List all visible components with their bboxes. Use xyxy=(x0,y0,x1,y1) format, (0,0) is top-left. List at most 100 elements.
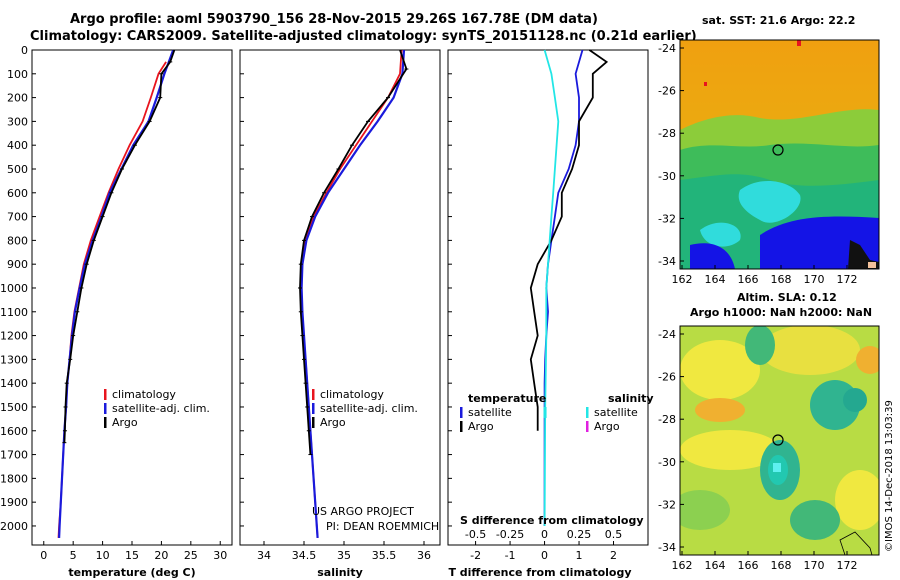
x-tick-label: 34 xyxy=(257,549,271,562)
map-lon-tick-label: 170 xyxy=(804,273,825,286)
legend-swatch xyxy=(543,407,547,418)
x-tick-label: 15 xyxy=(125,549,139,562)
map-lon-tick-label: 172 xyxy=(837,559,858,572)
depth-tick-label: 1900 xyxy=(0,496,28,509)
depth-tick-label: 1000 xyxy=(0,282,28,295)
legend-swatch xyxy=(104,389,107,400)
title-line-1: Argo profile: aoml 5903790_156 28-Nov-20… xyxy=(70,12,598,27)
s-diff-tick-label: -0.25 xyxy=(496,528,524,541)
x-tick-label: 5 xyxy=(70,549,77,562)
map-lon-tick-label: 166 xyxy=(738,559,759,572)
legend-label: satellite xyxy=(594,406,638,419)
series-line-argo xyxy=(63,49,176,443)
s-diff-tick-label: 0 xyxy=(541,528,548,541)
legend-label: satellite xyxy=(468,406,512,419)
depth-tick-label: 800 xyxy=(7,234,28,247)
depth-tick-label: 900 xyxy=(7,258,28,271)
series-line-climatology xyxy=(299,49,403,538)
legend-swatch xyxy=(460,421,463,432)
depth-tick-label: 1700 xyxy=(0,449,28,462)
t-diff-tick-label: 0 xyxy=(541,549,548,562)
s-diff-tick-label: 0.5 xyxy=(605,528,623,541)
title-line-2: Climatology: CARS2009. Satellite-adjuste… xyxy=(30,29,697,44)
depth-tick-label: 1500 xyxy=(0,401,28,414)
map-lon-tick-label: 166 xyxy=(738,273,759,286)
legend-label: satellite-adj. clim. xyxy=(320,402,418,415)
imos-watermark: ©IMOS 14-Dec-2018 13:03:39 xyxy=(884,400,895,552)
series-line-s-satellite xyxy=(543,49,560,527)
legend-swatch xyxy=(312,403,315,414)
sla-argo-marker xyxy=(772,434,784,446)
sst-argo-marker xyxy=(772,144,784,156)
x-axis-label: temperature (deg C) xyxy=(68,566,195,579)
map-lat-tick-label: -28 xyxy=(658,413,676,426)
legend-swatch xyxy=(460,407,463,418)
map-lon-tick-label: 162 xyxy=(672,559,693,572)
s-difference-label: S difference from climatology xyxy=(460,514,644,527)
map-lat-tick-label: -30 xyxy=(658,170,676,183)
depth-tick-label: 0 xyxy=(21,44,28,57)
legend-label: climatology xyxy=(320,388,384,401)
sst-map xyxy=(680,40,879,269)
depth-tick-label: 2000 xyxy=(0,520,28,533)
x-tick-label: 35.5 xyxy=(372,549,397,562)
depth-tick-label: 200 xyxy=(7,92,28,105)
x-tick-label: 25 xyxy=(184,549,198,562)
map-lat-tick-label: -32 xyxy=(658,212,676,225)
legend-swatch xyxy=(104,417,107,428)
map-lon-tick-label: 164 xyxy=(705,559,726,572)
depth-tick-label: 400 xyxy=(7,139,28,152)
depth-tick-label: 300 xyxy=(7,115,28,128)
salinity-plot-frame xyxy=(239,49,441,546)
map-lon-tick-label: 162 xyxy=(672,273,693,286)
x-tick-label: 20 xyxy=(154,549,168,562)
map-lat-tick-label: -24 xyxy=(658,42,676,55)
legend-swatch xyxy=(312,417,315,428)
sst-map-frame xyxy=(679,39,880,270)
depth-tick-label: 1200 xyxy=(0,330,28,343)
difference-plot-frame xyxy=(447,49,649,546)
depth-tick-label: 1800 xyxy=(0,472,28,485)
x-tick-label: 34.5 xyxy=(292,549,317,562)
legend-label: Argo xyxy=(594,420,620,433)
sla-map-frame xyxy=(679,325,880,556)
series-line-t-satellite xyxy=(543,49,584,526)
sla-map xyxy=(680,326,879,555)
project-annotation: US ARGO PROJECT xyxy=(312,505,414,518)
s-diff-tick-label: -0.5 xyxy=(465,528,486,541)
legend-salinity-title: salinity xyxy=(608,392,654,405)
depth-tick-label: 1100 xyxy=(0,306,28,319)
map-lat-tick-label: -24 xyxy=(658,328,676,341)
legend-label: climatology xyxy=(112,388,176,401)
x-tick-label: 35 xyxy=(337,549,351,562)
map-lon-tick-label: 164 xyxy=(705,273,726,286)
map-lon-tick-label: 168 xyxy=(771,273,792,286)
legend-label: satellite-adj. clim. xyxy=(112,402,210,415)
x-axis-label: salinity xyxy=(317,566,363,579)
x-tick-label: 10 xyxy=(96,549,110,562)
series-line-argo xyxy=(299,49,408,455)
x-axis-label: T difference from climatology xyxy=(448,566,631,579)
map-lon-tick-label: 172 xyxy=(837,273,858,286)
depth-tick-label: 600 xyxy=(7,187,28,200)
map-lat-tick-label: -28 xyxy=(658,127,676,140)
legend-swatch xyxy=(104,403,107,414)
series-line-climatology xyxy=(57,61,167,538)
sla-map-title-2: Argo h1000: NaN h2000: NaN xyxy=(690,306,872,319)
legend-label: Argo xyxy=(468,420,494,433)
sst-map-title: sat. SST: 21.6 Argo: 22.2 xyxy=(702,14,855,27)
series-line-satellite-adj-clim- xyxy=(58,49,175,538)
depth-tick-label: 700 xyxy=(7,211,28,224)
legend-label: Argo xyxy=(112,416,138,429)
t-diff-tick-label: -2 xyxy=(470,549,481,562)
legend-swatch xyxy=(586,421,589,432)
map-lat-tick-label: -34 xyxy=(658,255,676,268)
t-diff-tick-label: 1 xyxy=(576,549,583,562)
t-diff-tick-label: -1 xyxy=(505,549,516,562)
legend-temperature-title: temperature xyxy=(468,392,546,405)
depth-tick-label: 1600 xyxy=(0,425,28,438)
map-lon-tick-label: 168 xyxy=(771,559,792,572)
map-lat-tick-label: -26 xyxy=(658,371,676,384)
s-diff-tick-label: 0.25 xyxy=(567,528,592,541)
depth-tick-label: 1300 xyxy=(0,353,28,366)
